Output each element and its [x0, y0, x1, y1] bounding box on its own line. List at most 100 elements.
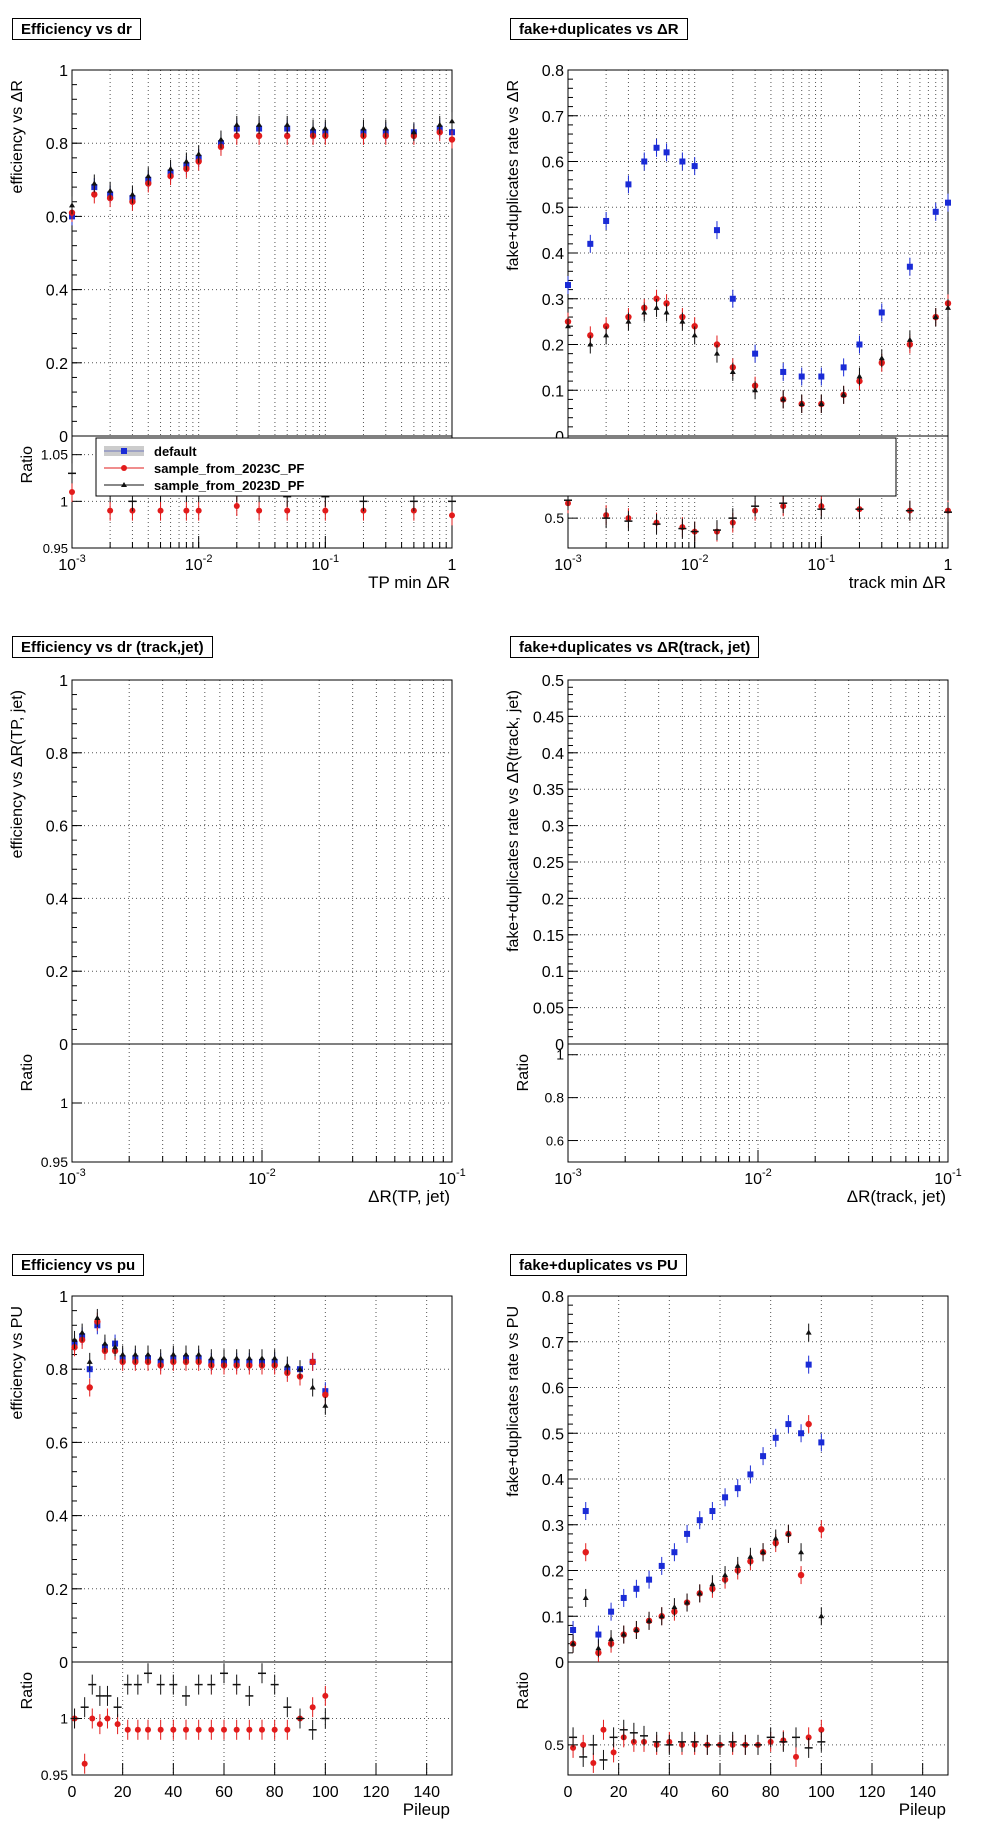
ratio-point-5-0-21 — [818, 1726, 825, 1733]
point-5-2-18 — [798, 1549, 805, 1555]
ratio-ytick-label-5-0: 0.5 — [545, 1737, 565, 1753]
ratio-point-4-0-22 — [322, 1692, 329, 1699]
ytick-label-5-4: 0.4 — [542, 1472, 564, 1489]
point-4-2-13 — [208, 1355, 215, 1361]
point-0-1-1 — [91, 191, 98, 198]
ratio-point-4-0-10 — [170, 1726, 177, 1733]
ytick-label-4-5: 1 — [59, 1289, 68, 1306]
point-0-2-7 — [195, 151, 202, 157]
chart-title-fake-vs-dr: fake+duplicates vs ΔR — [510, 18, 688, 40]
ratio-ytick-label-3-1: 0.8 — [545, 1090, 565, 1106]
ratio-point-4-0-2 — [89, 1715, 96, 1722]
y-axis-label-0: efficiency vs ΔR — [9, 80, 26, 194]
point-5-2-10 — [696, 1590, 703, 1596]
xtick-label-5-2: 40 — [660, 1784, 678, 1801]
ytick-label-1-5: 0.5 — [542, 200, 564, 217]
xtick-label-5-1: 20 — [610, 1784, 628, 1801]
point-0-2-8 — [217, 136, 224, 142]
point-4-2-11 — [183, 1351, 189, 1357]
ytick-label-0-4: 0.8 — [46, 136, 68, 153]
xtick-label-2-0: 10-3 — [58, 1167, 86, 1188]
point-1-2-3 — [625, 318, 632, 324]
xtick-label-5-4: 80 — [762, 1784, 780, 1801]
ytick-label-3-3: 0.15 — [533, 928, 564, 945]
point-1-0-4 — [641, 158, 648, 165]
point-0-2-12 — [310, 125, 317, 131]
ratio-point-0-0-8 — [284, 507, 291, 514]
chart-0: 0 0.2 0.4 0.6 0.8 1 0.95 1 1.05 10-3 10-2 10-1 1 effi… — [9, 63, 457, 592]
point-4-2-1 — [79, 1329, 86, 1335]
legend-label-0: default — [154, 444, 197, 459]
x-axis-label-5: Pileup — [899, 1800, 946, 1819]
point-5-2-14 — [747, 1553, 754, 1559]
point-1-2-0 — [565, 323, 571, 329]
y-axis-label-1: fake+duplicates rate vs ΔR — [505, 80, 522, 271]
point-1-2-17 — [878, 355, 885, 361]
point-5-2-9 — [684, 1599, 691, 1605]
point-4-2-7 — [132, 1351, 139, 1357]
legend-label-1: sample_from_2023C_PF — [154, 461, 304, 476]
x-axis-label-1: track min ΔR — [849, 573, 946, 592]
chart-title-fake-vs-dr-jet: fake+duplicates vs ΔR(track, jet) — [510, 636, 760, 658]
point-5-0-13 — [734, 1485, 741, 1492]
ytick-label-3-5: 0.25 — [533, 855, 564, 872]
point-1-0-11 — [752, 350, 759, 357]
point-5-2-3 — [608, 1636, 615, 1642]
point-1-0-16 — [856, 341, 863, 348]
point-0-2-14 — [360, 125, 367, 131]
ratio-point-4-0-18 — [271, 1726, 278, 1733]
xtick-label-2-2: 10-1 — [438, 1167, 466, 1188]
point-5-0-3 — [608, 1608, 615, 1615]
point-1-0-1 — [587, 240, 594, 247]
point-0-2-4 — [145, 173, 152, 179]
point-1-1-5 — [653, 295, 660, 302]
ratio-axis-label-0: Ratio — [19, 446, 36, 483]
point-1-0-15 — [840, 364, 847, 371]
point-5-2-2 — [595, 1645, 602, 1651]
point-0-2-1 — [91, 180, 98, 186]
xtick-label-1-1: 10-2 — [681, 553, 709, 574]
xtick-label-4-5: 100 — [312, 1784, 339, 1801]
ratio-ytick-label-4-0: 0.95 — [41, 1767, 68, 1783]
point-1-1-1 — [587, 332, 594, 339]
point-1-0-19 — [932, 208, 939, 215]
xtick-label-4-3: 60 — [215, 1784, 233, 1801]
xtick-label-0-3: 1 — [448, 557, 457, 574]
x-axis-label-4: Pileup — [403, 1800, 450, 1819]
xtick-label-2-1: 10-2 — [248, 1167, 276, 1188]
ratio-axis-label-5: Ratio — [515, 1672, 532, 1709]
xtick-label-4-4: 80 — [266, 1784, 284, 1801]
point-1-2-11 — [752, 387, 759, 393]
ytick-label-1-4: 0.4 — [542, 246, 564, 263]
ytick-label-0-0: 0 — [59, 429, 68, 446]
ytick-label-5-1: 0.1 — [542, 1609, 564, 1626]
xtick-label-5-3: 60 — [711, 1784, 729, 1801]
point-4-2-5 — [112, 1344, 119, 1350]
point-1-1-8 — [691, 323, 698, 330]
point-5-0-6 — [646, 1576, 653, 1583]
ytick-label-1-7: 0.7 — [542, 109, 564, 126]
point-1-0-14 — [818, 373, 825, 380]
point-5-2-8 — [671, 1604, 678, 1610]
point-1-2-13 — [798, 400, 805, 406]
ratio-point-5-0-3 — [600, 1726, 607, 1733]
xtick-label-5-6: 120 — [859, 1784, 886, 1801]
ratio-point-4-0-15 — [233, 1726, 240, 1733]
point-1-0-6 — [663, 149, 670, 156]
ratio-frame-3 — [567, 1043, 949, 1163]
point-5-2-7 — [658, 1613, 665, 1619]
point-5-2-0 — [570, 1640, 577, 1646]
xtick-label-3-0: 10-3 — [554, 1167, 582, 1188]
point-0-2-6 — [183, 158, 190, 164]
chart-title-fake-vs-pu: fake+duplicates vs PU — [510, 1254, 687, 1276]
point-5-0-9 — [684, 1530, 691, 1537]
ytick-label-0-3: 0.6 — [46, 209, 68, 226]
point-1-0-17 — [878, 309, 885, 316]
ratio-point-4-0-19 — [284, 1726, 291, 1733]
point-1-2-1 — [587, 341, 594, 347]
ratio-point-0-0-5 — [195, 507, 202, 514]
ratio-point-4-0-9 — [157, 1726, 164, 1733]
point-1-2-16 — [856, 373, 863, 379]
point-0-2-0 — [69, 202, 75, 208]
point-0-2-13 — [322, 125, 329, 131]
